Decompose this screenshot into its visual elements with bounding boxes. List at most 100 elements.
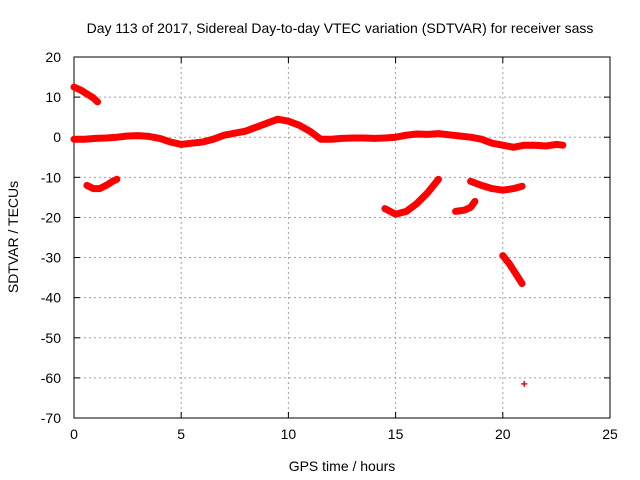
data-point bbox=[328, 136, 335, 143]
data-point bbox=[146, 133, 153, 140]
x-tick-label: 20 bbox=[495, 426, 511, 442]
data-point bbox=[553, 141, 560, 148]
data-point bbox=[414, 200, 421, 207]
data-point bbox=[210, 136, 217, 143]
data-layer bbox=[70, 83, 567, 387]
data-point bbox=[199, 139, 206, 146]
data-point bbox=[306, 128, 313, 135]
data-point bbox=[178, 141, 185, 148]
data-point bbox=[521, 142, 528, 149]
data-point bbox=[471, 198, 478, 205]
data-point bbox=[467, 134, 474, 141]
data-point bbox=[435, 130, 442, 137]
data-point bbox=[467, 204, 474, 211]
series-arc_early_low bbox=[83, 175, 121, 193]
data-point bbox=[424, 189, 431, 196]
data-point bbox=[113, 176, 120, 183]
series-arc_15h bbox=[381, 175, 442, 218]
series-arc_20h_steep bbox=[499, 252, 526, 288]
data-point bbox=[381, 205, 388, 212]
data-point bbox=[231, 130, 238, 137]
x-tick-label: 0 bbox=[70, 426, 78, 442]
axis-ticks: 0 5 10 15 20 25 20 10 0 -10 -20 -30 -40 -50 -60 -70 bbox=[41, 49, 618, 442]
data-point bbox=[489, 185, 496, 192]
data-point bbox=[446, 131, 453, 138]
data-point bbox=[317, 136, 324, 143]
x-tick-label: 15 bbox=[388, 426, 404, 442]
data-point bbox=[83, 90, 90, 97]
data-point bbox=[242, 128, 249, 135]
data-point bbox=[274, 116, 281, 123]
data-point bbox=[77, 86, 84, 93]
data-point bbox=[339, 135, 345, 142]
series-trace bbox=[381, 175, 442, 218]
y-tick-label: -20 bbox=[41, 209, 61, 225]
data-point bbox=[461, 207, 468, 214]
data-point bbox=[371, 135, 378, 142]
data-point bbox=[499, 252, 506, 259]
data-point bbox=[124, 133, 131, 140]
data-point bbox=[403, 132, 410, 139]
data-point bbox=[531, 142, 538, 149]
series-outlier bbox=[521, 380, 528, 387]
data-point bbox=[510, 144, 517, 151]
y-tick-label: -10 bbox=[41, 169, 61, 185]
data-point bbox=[403, 208, 410, 215]
series-trace bbox=[499, 252, 526, 288]
data-point bbox=[489, 140, 496, 147]
series-trace bbox=[452, 197, 479, 215]
data-point bbox=[113, 134, 120, 141]
data-point bbox=[381, 135, 388, 142]
data-point bbox=[188, 140, 195, 147]
data-point bbox=[349, 135, 356, 142]
data-point bbox=[103, 135, 110, 142]
y-tick-label: -40 bbox=[41, 290, 61, 306]
data-point bbox=[392, 211, 399, 218]
data-point bbox=[467, 178, 474, 185]
data-point bbox=[510, 185, 517, 192]
data-point bbox=[81, 136, 88, 143]
data-point bbox=[103, 182, 110, 189]
data-point bbox=[456, 133, 463, 140]
data-point bbox=[542, 143, 549, 150]
x-axis-label: GPS time / hours bbox=[289, 458, 396, 474]
data-point bbox=[90, 185, 97, 192]
data-point bbox=[519, 183, 526, 190]
data-point bbox=[285, 118, 292, 125]
series-arc_18h bbox=[452, 197, 479, 215]
plot-frame bbox=[73, 56, 611, 419]
y-axis-label: SDTVAR / TECUs bbox=[5, 181, 21, 293]
data-point bbox=[452, 208, 459, 215]
data-point bbox=[253, 124, 260, 131]
data-point bbox=[96, 185, 103, 192]
data-point bbox=[135, 132, 142, 139]
data-point bbox=[156, 135, 163, 142]
data-point bbox=[506, 260, 513, 267]
data-point bbox=[499, 142, 506, 149]
data-point bbox=[392, 134, 399, 141]
data-point bbox=[221, 132, 228, 139]
x-tick-label: 10 bbox=[281, 426, 297, 442]
data-point bbox=[424, 131, 431, 138]
x-tick-label: 25 bbox=[602, 426, 618, 442]
data-point bbox=[109, 178, 116, 185]
data-point bbox=[94, 98, 101, 105]
data-point bbox=[521, 380, 528, 387]
y-tick-label: 0 bbox=[53, 129, 61, 145]
series-main_trace bbox=[70, 115, 567, 151]
data-point bbox=[559, 142, 566, 149]
data-point bbox=[296, 122, 303, 129]
y-tick-label: -60 bbox=[41, 370, 61, 386]
data-point bbox=[435, 176, 442, 183]
series-arc_19h bbox=[467, 177, 526, 194]
y-tick-label: -70 bbox=[41, 410, 61, 426]
data-point bbox=[478, 136, 485, 143]
data-point bbox=[71, 136, 77, 143]
data-point bbox=[167, 139, 174, 146]
grid-lines bbox=[74, 57, 610, 418]
data-point bbox=[414, 131, 421, 138]
y-tick-label: -30 bbox=[41, 250, 61, 266]
data-point bbox=[360, 135, 367, 142]
y-tick-label: 20 bbox=[45, 49, 61, 65]
